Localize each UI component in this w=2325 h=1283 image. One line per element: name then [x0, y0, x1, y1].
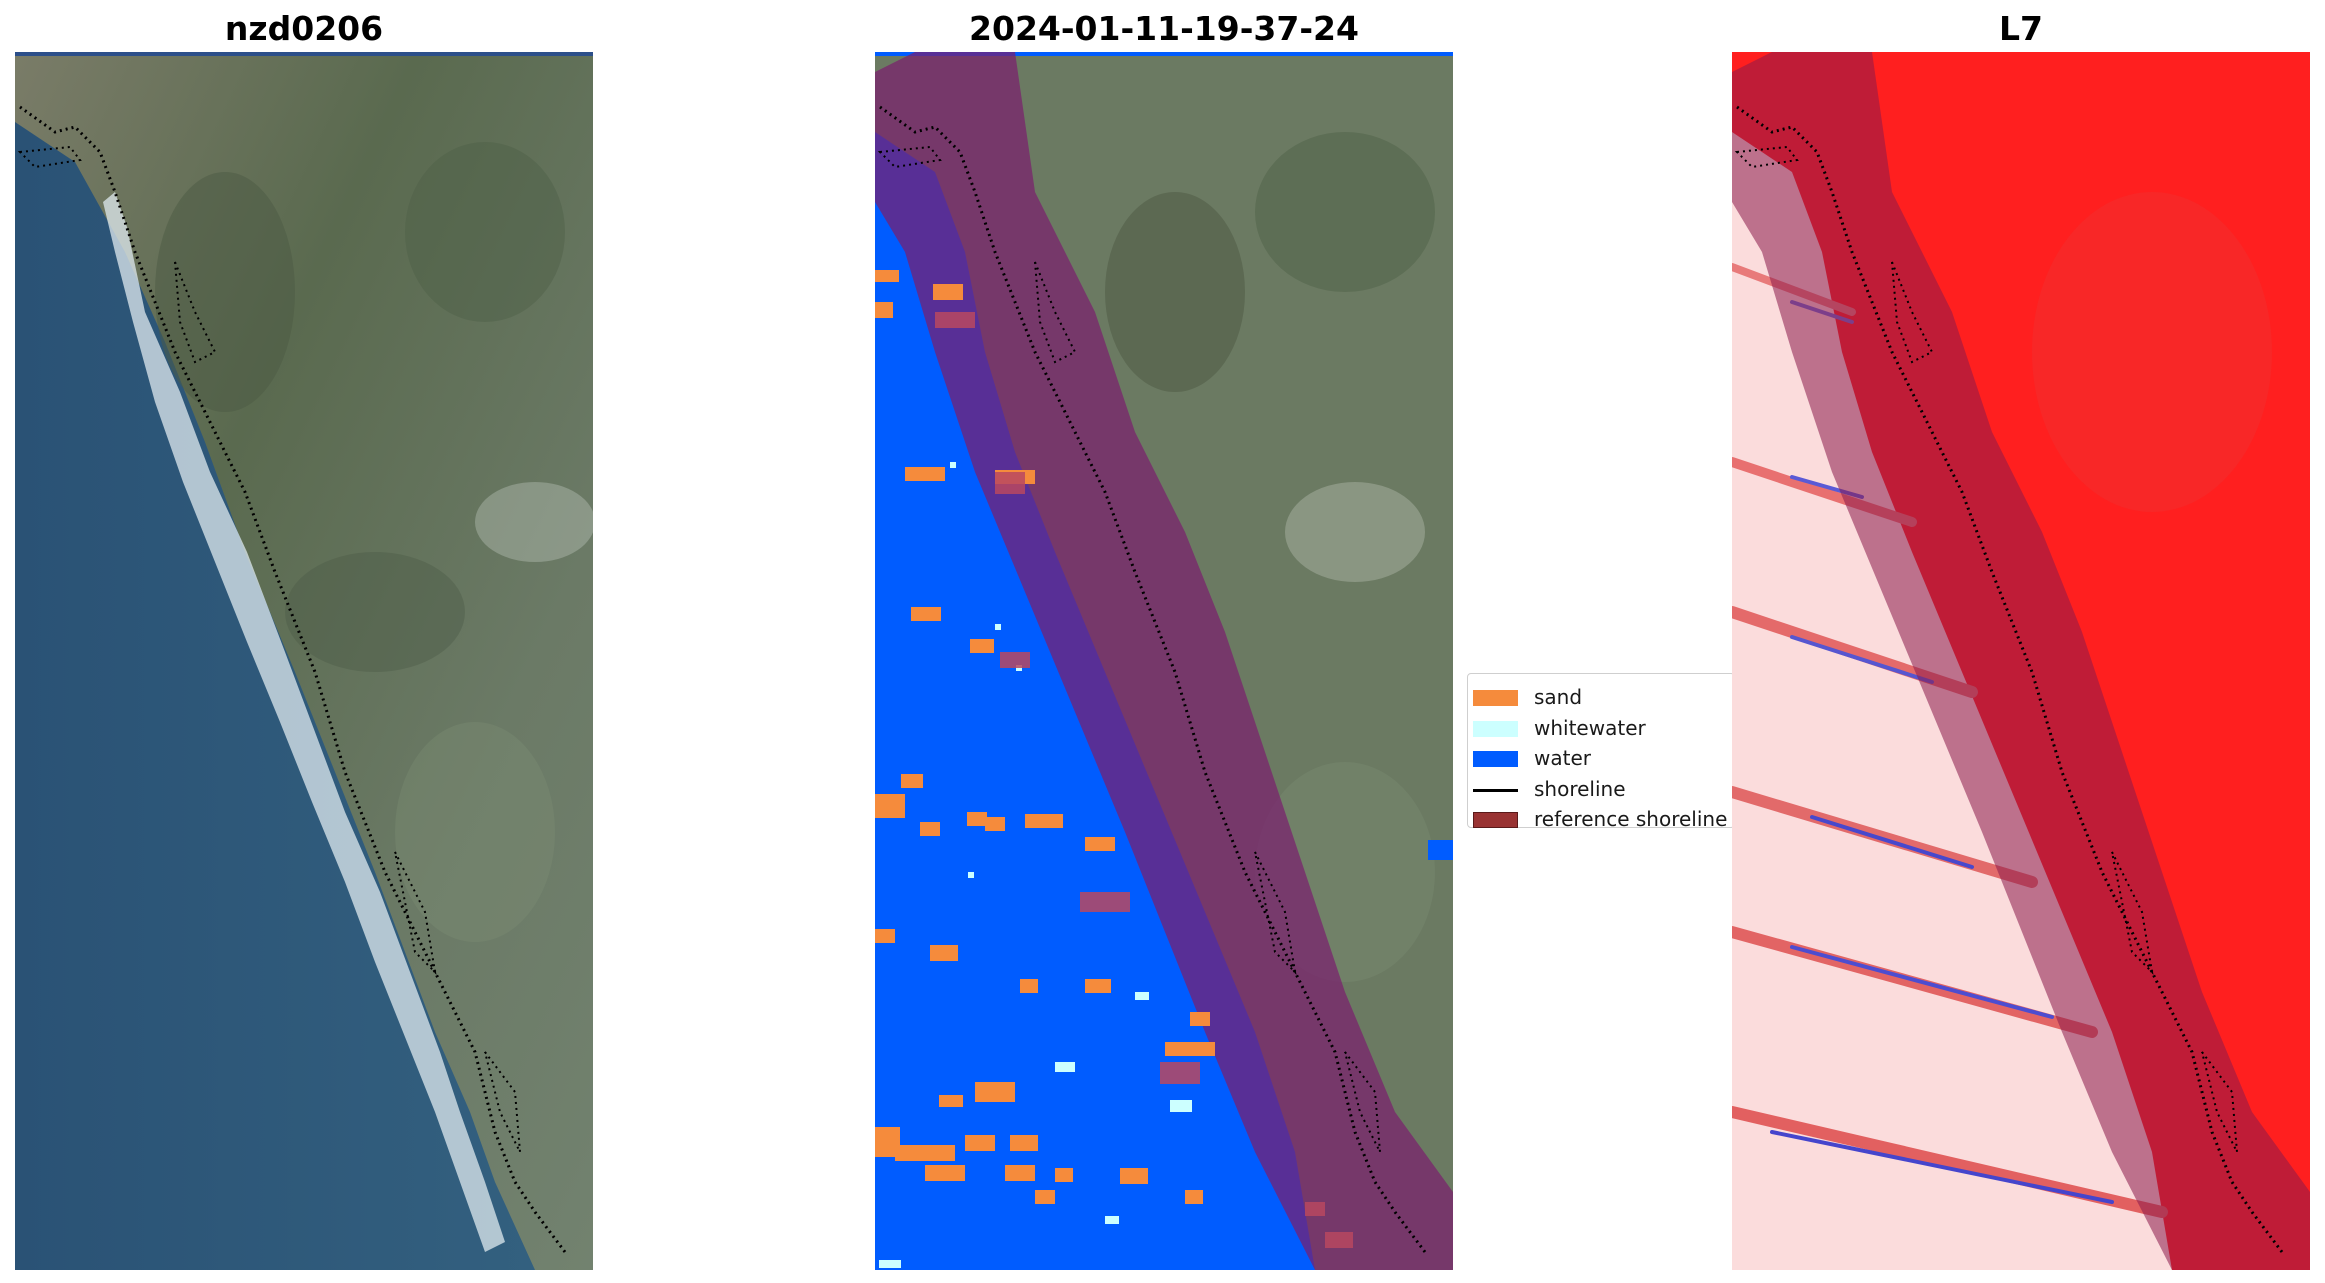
rgb-satellite-image: [15, 52, 593, 1270]
sand-swatch: [1473, 690, 1518, 706]
sand-class-pixels: [875, 270, 1215, 1204]
legend-item-sand: sand: [1468, 682, 1734, 713]
whitewater-class-pixels: [879, 462, 1192, 1268]
reference-shoreline-buffer: [875, 52, 1453, 1270]
legend-item-reference-shoreline: reference shoreline: [1468, 804, 1734, 835]
sand-in-buffer: [935, 312, 1353, 1248]
rgb-image-panel: [15, 52, 593, 1270]
reference-shoreline-swatch: [1473, 812, 1518, 828]
classified-image: [875, 52, 1453, 1270]
index-image-panel: [1732, 52, 2310, 1270]
legend-label: water: [1534, 746, 1591, 770]
panel-title-rgb: nzd0206: [224, 9, 384, 48]
legend: sand whitewater water shoreline referenc…: [1467, 673, 1735, 831]
water-swatch: [1473, 751, 1518, 767]
index-image: [1732, 52, 2310, 1270]
legend-label: reference shoreline: [1534, 807, 1728, 831]
legend-item-whitewater: whitewater: [1468, 713, 1734, 744]
legend-label: sand: [1534, 685, 1583, 709]
reference-shoreline-buffer: [1732, 52, 2310, 1270]
panel-title-classified: 2024-01-11-19-37-24: [969, 9, 1359, 48]
whitewater-swatch: [1473, 720, 1518, 737]
classified-image-panel: [875, 52, 1453, 1270]
legend-item-water: water: [1468, 743, 1734, 774]
legend-label: whitewater: [1534, 715, 1646, 740]
legend-item-shoreline: shoreline: [1468, 774, 1734, 805]
legend-label: shoreline: [1534, 776, 1626, 801]
panel-title-index: L7: [1999, 9, 2043, 48]
shoreline-line-swatch: [1473, 788, 1518, 792]
surf-zone: [103, 192, 505, 1252]
